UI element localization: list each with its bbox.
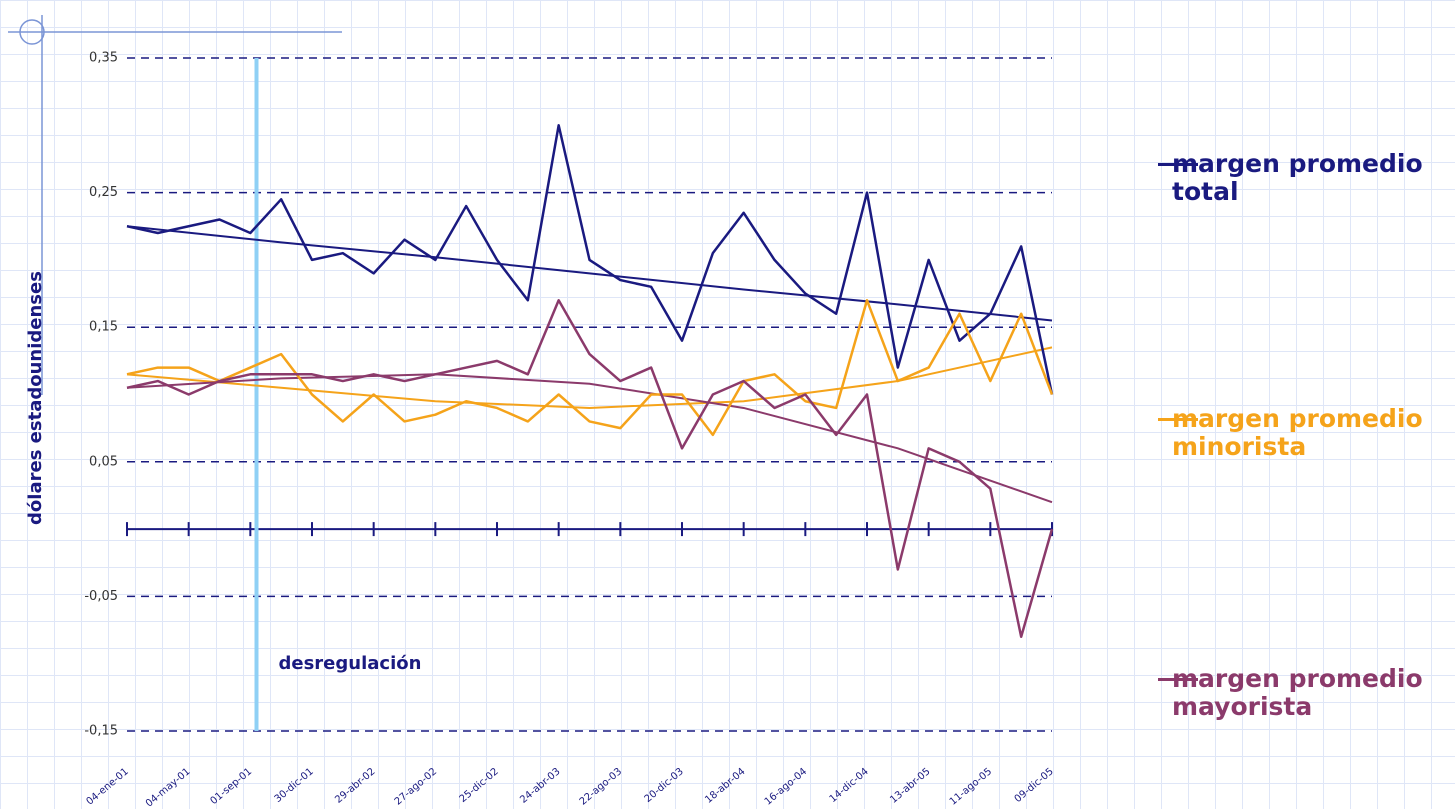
- y-tick-label: 0,25: [89, 185, 118, 200]
- legend-label: margen promedio minorista: [1172, 404, 1423, 461]
- series-line: [126, 299, 1054, 639]
- legend-swatch: [1158, 678, 1198, 681]
- x-tick-label: 04-may-01: [144, 766, 193, 809]
- legend-label: margen promedio mayorista: [1172, 664, 1423, 721]
- x-tick-label: 25-dic-02: [458, 766, 501, 805]
- series-line: [126, 299, 1054, 437]
- trendline: [126, 225, 1053, 322]
- x-tick-label: 14-dic-04: [828, 766, 871, 805]
- x-tick-label: 16-ago-04: [763, 766, 809, 807]
- trendline: [126, 373, 1053, 504]
- x-tick-label: 13-abr-05: [888, 766, 932, 806]
- legend-item: margen promedio total: [1158, 150, 1448, 206]
- x-tick-label: 11-ago-05: [948, 766, 994, 807]
- y-tick-label: 0,35: [89, 51, 118, 66]
- x-tick-label: 27-ago-02: [393, 766, 439, 807]
- trendline: [126, 346, 1053, 409]
- legend-item: margen promedio minorista: [1158, 405, 1448, 461]
- legend-item: margen promedio mayorista: [1158, 665, 1448, 721]
- y-tick-label: -0,05: [84, 589, 118, 604]
- series-line: [126, 124, 1054, 395]
- x-tick-label: 01-sep-01: [209, 766, 255, 807]
- y-tick-label: -0,15: [84, 724, 118, 739]
- x-tick-label: 24-abr-03: [518, 766, 562, 806]
- x-tick-label: 29-abr-02: [333, 766, 377, 806]
- x-tick-label: 22-ago-03: [578, 766, 624, 807]
- legend-swatch: [1158, 418, 1198, 421]
- x-tick-label: 04-ene-01: [84, 766, 130, 807]
- legend-swatch: [1158, 163, 1198, 166]
- decor-circle: [19, 19, 45, 45]
- x-tick-label: 09-dic-05: [1013, 766, 1056, 805]
- x-tick-label: 18-abr-04: [703, 766, 747, 806]
- legend-label: margen promedio total: [1172, 149, 1423, 206]
- y-tick-label: 0,05: [89, 454, 118, 469]
- x-tick-label: 20-dic-03: [643, 766, 686, 805]
- annotation: desregulación: [279, 653, 422, 674]
- y-tick-label: 0,15: [89, 320, 118, 335]
- y-axis-title: dólares estadounidenses: [25, 271, 46, 525]
- x-tick-label: 30-dic-01: [273, 766, 316, 805]
